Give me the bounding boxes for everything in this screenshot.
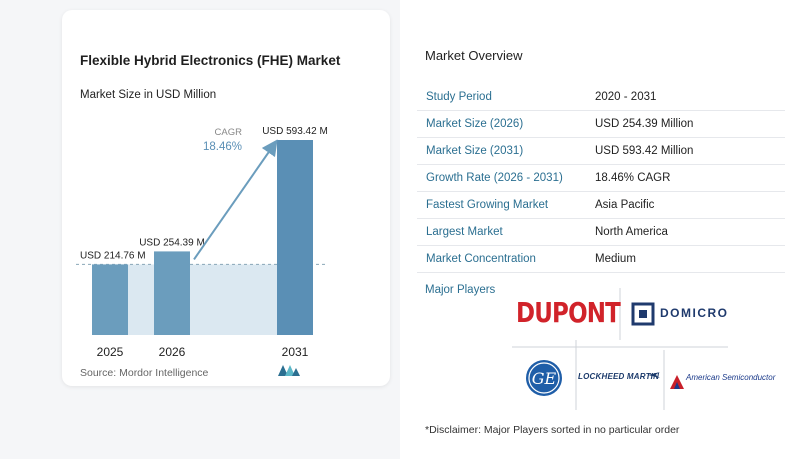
baseline-band [92,264,313,335]
mordor-logo-icon [278,365,300,376]
domicro-logo-icon [631,302,655,326]
bar-value-label: USD 593.42 M [262,126,328,137]
american-semiconductor-logo: American Semiconductor [686,373,776,382]
overview-title: Market Overview [425,48,523,63]
chart-title: Flexible Hybrid Electronics (FHE) Market [80,53,341,68]
chart-subtitle: Market Size in USD Million [80,89,217,101]
lockheed-martin-logo: LOCKHEED MARTIN [578,372,660,381]
overview-row: Market Size (2026) USD 254.39 Million [417,111,785,138]
overview-row-value: Asia Pacific [595,199,655,211]
overview-row-value: USD 593.42 Million [595,145,694,157]
overview-row: Growth Rate (2026 - 2031) 18.46% CAGR [417,165,785,192]
overview-row: Fastest Growing Market Asia Pacific [417,192,785,219]
overview-row: Largest Market North America [417,219,785,246]
overview-row-key: Market Size (2026) [426,118,524,130]
overview-row-key: Largest Market [426,226,503,238]
bar-value-label: USD 214.76 M [80,250,146,261]
overview-row-value: 2020 - 2031 [595,91,657,103]
bar-value-label: USD 254.39 M [139,237,205,248]
overview-panel [400,0,800,459]
x-tick-label: 2026 [159,345,186,359]
bar-2031 [277,140,313,335]
overview-row: Market Size (2031) USD 593.42 Million [417,138,785,165]
overview-row: Market Concentration Medium [417,246,785,273]
ge-logo-icon: GE [526,360,562,396]
cagr-value: 18.46% [203,141,242,153]
x-tick-label: 2031 [282,345,309,359]
overview-row-value: USD 254.39 Million [595,118,694,130]
bar-2025 [92,264,128,335]
overview-table: Study Period 2020 - 2031 Market Size (2026… [417,84,785,273]
overview-row-key: Growth Rate (2026 - 2031) [426,172,563,184]
overview-row-key: Market Size (2031) [426,145,524,157]
domicro-logo-text: DOMICRO [660,306,729,320]
cagr-arrow [193,139,278,260]
bar-chart: USD 214.76 M 2025 USD 254.39 M 2026 USD 593.… [76,126,328,359]
bar-2026 [154,251,190,335]
overview-row-key: Study Period [426,91,492,103]
overview-row-value: 18.46% CAGR [595,172,671,184]
overview-row-key: Market Concentration [426,253,536,265]
major-players-title: Major Players [425,284,496,296]
cagr-label: CAGR [215,127,243,138]
overview-row-value: North America [595,226,668,238]
source-text: Source: Mordor Intelligence [80,367,209,379]
disclaimer-text: *Disclaimer: Major Players sorted in no … [425,424,680,436]
overview-row: Study Period 2020 - 2031 [417,84,785,111]
x-tick-label: 2025 [97,345,124,359]
svg-text:GE: GE [532,369,557,388]
american-semiconductor-icon [670,375,684,389]
dupont-logo: DUPONT [516,296,621,329]
overview-row-value: Medium [595,253,636,265]
lockheed-star-icon [648,372,660,378]
overview-row-key: Fastest Growing Market [426,199,549,211]
